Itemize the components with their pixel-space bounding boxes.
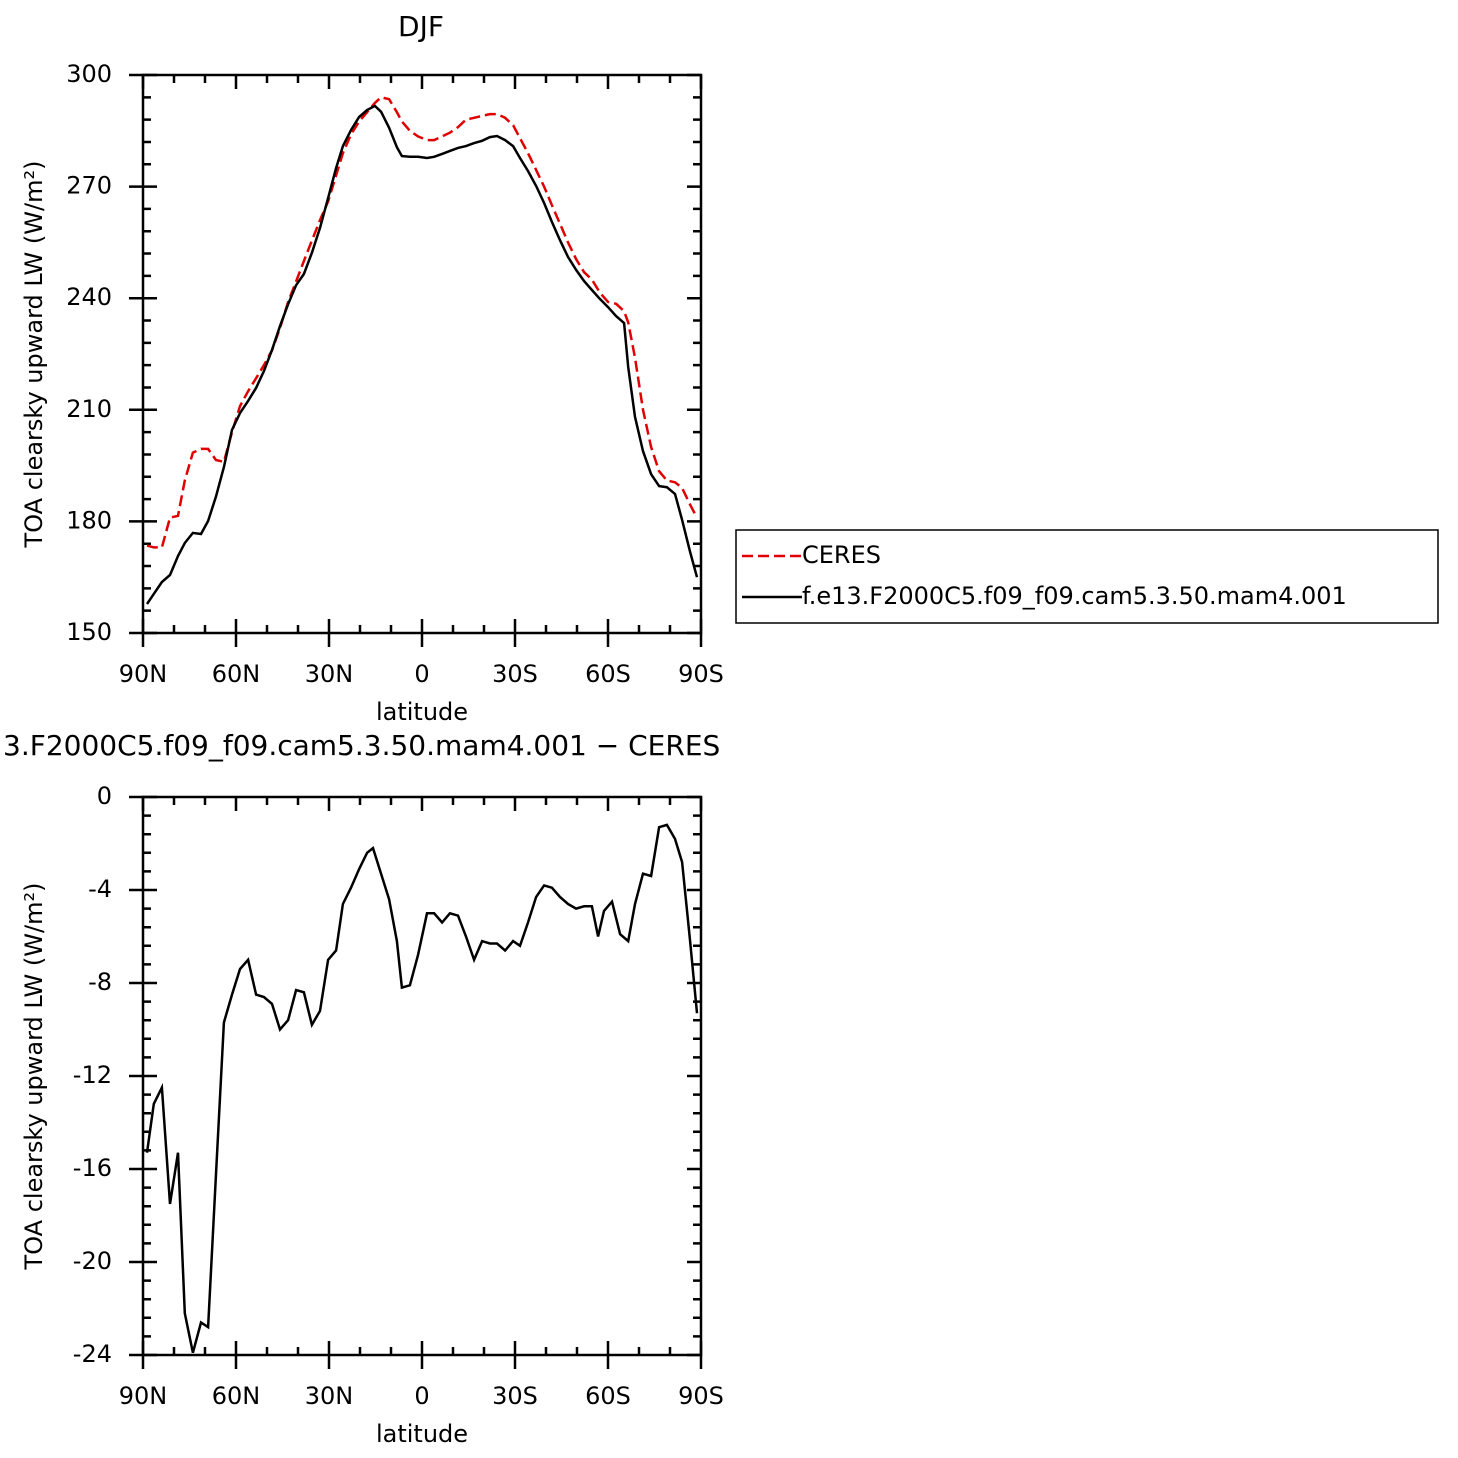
x-tick-label: 60N [212, 1382, 261, 1410]
y-tick-label: 300 [66, 60, 112, 88]
y-tick-label: -20 [73, 1247, 112, 1275]
x-tick-label: 60N [212, 660, 261, 688]
plot-frame [141, 73, 703, 635]
y-tick-label: -4 [88, 875, 112, 903]
y-tick-label: 0 [97, 782, 112, 810]
y-tick-label: 240 [66, 283, 112, 311]
y-axis-label: TOA clearsky upward LW (W/m²) [20, 161, 48, 549]
x-tick-label: 30N [305, 1382, 354, 1410]
x-tick-label: 90N [119, 1382, 168, 1410]
legend-label: CERES [802, 541, 881, 569]
data-line [146, 95, 699, 549]
x-tick-label: 60S [585, 1382, 631, 1410]
x-tick-label: 90S [678, 660, 724, 688]
x-axis-label: latitude [376, 698, 468, 726]
x-axis-label: latitude [376, 1420, 468, 1448]
x-tick-label: 30S [492, 1382, 538, 1410]
x-tick-label: 90N [119, 660, 168, 688]
plot-frame [141, 795, 703, 1357]
y-tick-label: 210 [66, 395, 112, 423]
x-tick-label: 60S [585, 660, 631, 688]
data-line [145, 823, 699, 1354]
x-tick-label: 90S [678, 1382, 724, 1410]
x-tick-label: 30N [305, 660, 354, 688]
y-tick-label: -24 [73, 1340, 112, 1368]
x-tick-label: 0 [414, 1382, 429, 1410]
y-tick-label: 270 [66, 172, 112, 200]
y-tick-label: -12 [73, 1061, 112, 1089]
y-tick-label: -8 [88, 968, 112, 996]
legend-label: f.e13.F2000C5.f09_f09.cam5.3.50.mam4.001 [802, 582, 1347, 610]
x-tick-label: 0 [414, 660, 429, 688]
x-tick-label: 30S [492, 660, 538, 688]
chart-title: DJF [398, 10, 444, 43]
legend-box [735, 529, 1439, 624]
y-tick-label: -16 [73, 1154, 112, 1182]
chart-title: 3.F2000C5.f09_f09.cam5.3.50.mam4.001 − C… [3, 729, 720, 762]
data-line [145, 104, 699, 605]
y-tick-label: 150 [66, 618, 112, 646]
y-axis-label: TOA clearsky upward LW (W/m²) [20, 883, 48, 1271]
y-tick-label: 180 [66, 506, 112, 534]
